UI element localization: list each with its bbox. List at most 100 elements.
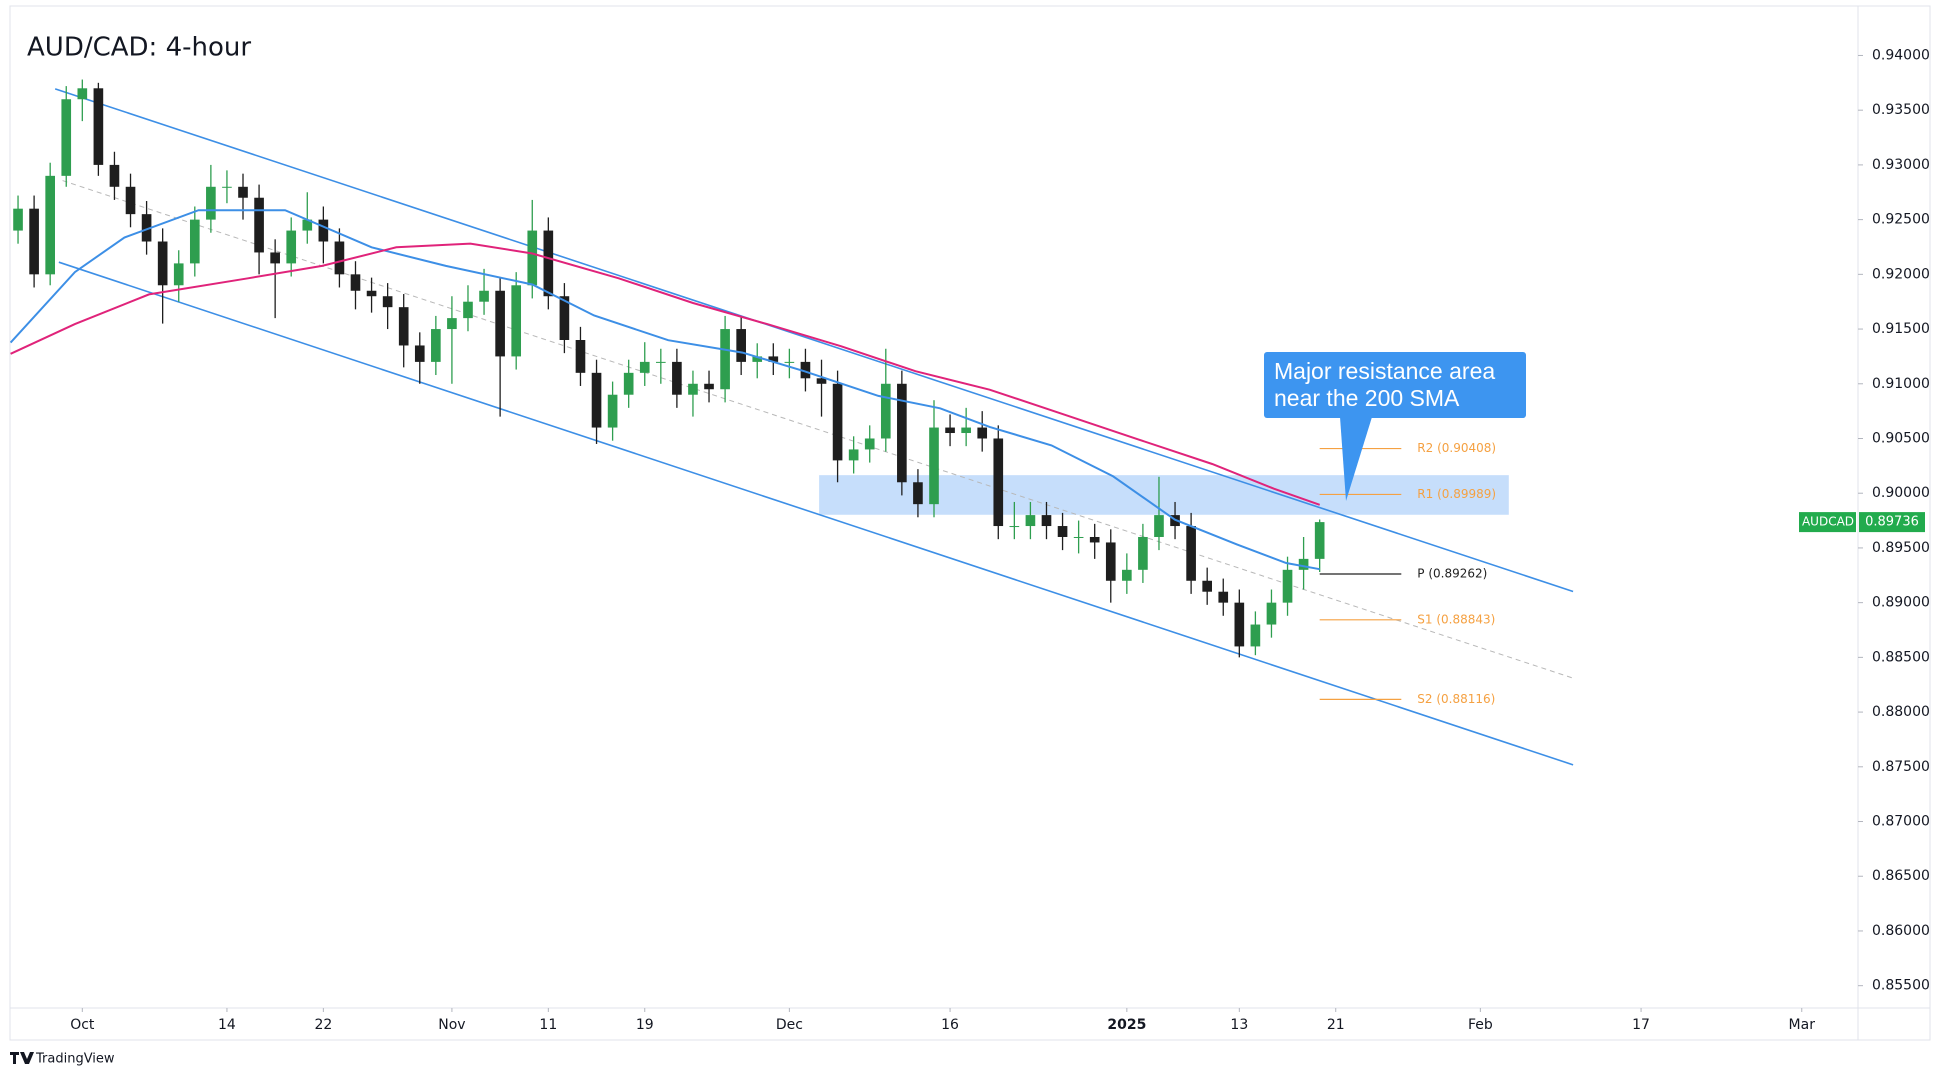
- channel-line: [58, 261, 1574, 766]
- candle-body: [704, 383, 714, 390]
- candle-body: [929, 427, 939, 505]
- candle-body: [880, 383, 891, 439]
- candle-body: [366, 290, 377, 297]
- candle-body: [864, 438, 875, 450]
- candle-body: [816, 378, 827, 384]
- candle-body: [1138, 536, 1148, 570]
- candle-body: [623, 372, 634, 395]
- frame: [9, 5, 1931, 1041]
- x-tick-label: Oct: [70, 1017, 95, 1033]
- candle-body: [447, 318, 457, 330]
- candle-body: [511, 285, 522, 357]
- candle-body: [463, 301, 473, 319]
- candle-body: [607, 394, 618, 428]
- candle-body: [173, 263, 184, 286]
- x-tick-label: 11: [539, 1017, 557, 1033]
- candle-body: [1314, 522, 1325, 559]
- candle-body: [93, 88, 104, 165]
- candle-body: [270, 252, 280, 264]
- candle-body: [189, 219, 200, 264]
- candle-body: [1266, 602, 1277, 625]
- candle-body: [1122, 569, 1132, 581]
- candle-body: [222, 186, 232, 188]
- pivot-label: R2 (0.90408): [1417, 441, 1496, 455]
- moving-average: [10, 242, 1321, 506]
- annotation-callout: Major resistance area near the 200 SMA: [1264, 352, 1526, 418]
- candle-body: [334, 241, 345, 275]
- candle-body: [736, 329, 746, 362]
- candle-body: [141, 214, 152, 242]
- y-tick-label: 0.89000: [1872, 595, 1930, 611]
- candle-body: [495, 290, 505, 357]
- candle-body: [1025, 515, 1036, 527]
- brand-name: TradingView: [35, 1052, 115, 1067]
- candle-body: [157, 241, 168, 286]
- x-tick-label: 21: [1327, 1017, 1345, 1033]
- chart-title: AUD/CAD: 4-hour: [27, 33, 251, 63]
- candle-body: [318, 219, 329, 242]
- y-tick-label: 0.92500: [1872, 212, 1930, 228]
- candle-body: [1282, 569, 1293, 603]
- candle-body: [206, 186, 216, 220]
- candle-body: [302, 219, 313, 231]
- candle-body: [1057, 526, 1068, 537]
- x-tick-label: Feb: [1468, 1017, 1493, 1033]
- moving-average: [10, 209, 1320, 571]
- price-tag-symbol-bg: [1799, 512, 1856, 533]
- candle-body: [1041, 515, 1052, 527]
- callout-pointer: [1340, 417, 1372, 501]
- candle-body: [238, 186, 248, 198]
- brand-logo: [10, 1052, 34, 1064]
- x-tick-label: Dec: [776, 1017, 803, 1033]
- candle-body: [382, 296, 393, 308]
- y-tick-label: 0.87000: [1872, 814, 1930, 830]
- candle-body: [768, 356, 779, 362]
- candle-body: [688, 383, 698, 395]
- candle-body: [639, 361, 650, 373]
- candle-body: [1234, 602, 1245, 647]
- candle-body: [832, 383, 843, 461]
- candle-body: [398, 307, 409, 346]
- candle-body: [848, 449, 859, 461]
- candle-body: [897, 383, 907, 483]
- candle-body: [800, 361, 811, 379]
- candle-body: [45, 175, 55, 275]
- candle-body: [479, 290, 489, 302]
- candle-body: [559, 296, 570, 340]
- candle-body: [77, 88, 88, 100]
- pivot-label: S1 (0.88843): [1417, 612, 1495, 626]
- plot-area: R2 (0.90408) R1 (0.89989) P (0.89262) S1 (0…: [10, 79, 1574, 766]
- candle-body: [1154, 515, 1164, 537]
- candle-body: [784, 361, 795, 363]
- candle-body: [1298, 558, 1309, 570]
- x-tick-label: 17: [1632, 1017, 1650, 1033]
- candle-body: [1073, 536, 1084, 538]
- y-tick-label: 0.91500: [1872, 321, 1930, 337]
- y-tick-label: 0.91000: [1872, 376, 1930, 392]
- candle-body: [1218, 591, 1229, 603]
- pivot-label: R1 (0.89989): [1417, 487, 1496, 501]
- candle-body: [29, 208, 39, 275]
- candle-body: [1202, 580, 1213, 592]
- candle-body: [720, 329, 730, 390]
- candle-body: [591, 372, 602, 428]
- candle-body: [414, 345, 425, 362]
- candle-body: [752, 356, 763, 362]
- candle-body: [961, 427, 971, 434]
- candle-body: [1009, 526, 1020, 528]
- pivot-label: P (0.89262): [1417, 566, 1487, 580]
- x-tick-label: Nov: [438, 1017, 465, 1033]
- x-tick-label: 2025: [1107, 1017, 1146, 1033]
- candle-body: [350, 274, 361, 291]
- channel-midline: [62, 180, 1574, 679]
- y-tick-label: 0.90000: [1872, 485, 1930, 501]
- candle-body: [109, 164, 120, 187]
- y-tick-label: 0.86000: [1872, 923, 1930, 939]
- y-tick-label: 0.86500: [1872, 868, 1930, 884]
- x-tick-label: 19: [636, 1017, 654, 1033]
- price-tag-bg: [1859, 512, 1925, 533]
- x-tick-label: 16: [941, 1017, 959, 1033]
- y-tick-label: 0.93500: [1872, 102, 1930, 118]
